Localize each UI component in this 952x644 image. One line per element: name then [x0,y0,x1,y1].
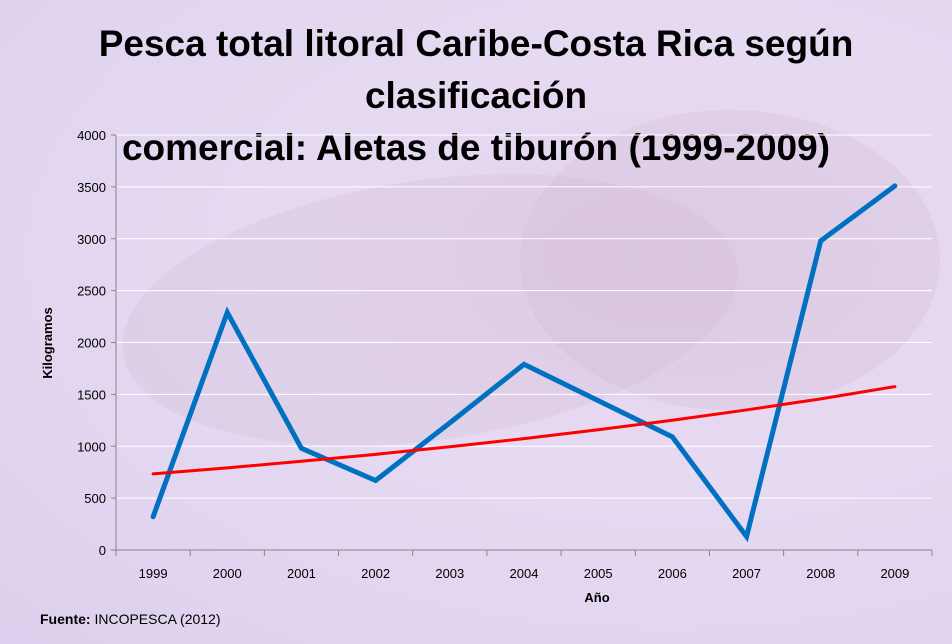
x-tick-label: 2005 [584,566,613,581]
y-tick-label: 1500 [77,387,106,402]
y-tick-label: 3500 [77,180,106,195]
gridlines [116,134,932,499]
chart-title-line-1: Pesca total litoral Caribe-Costa Rica se… [98,23,854,116]
y-tick-label: 2500 [77,284,106,299]
x-tick-label: 2003 [435,566,464,581]
x-tick-label: 1999 [139,566,168,581]
y-tick-label: 0 [99,543,106,558]
x-tick-label: 2008 [806,566,835,581]
chart-title-line-2: comercial: Aletas de tiburón (1999-2009) [121,127,831,168]
x-tick-label: 2001 [287,566,316,581]
y-tick-label: 2000 [77,336,106,351]
tick-labels: 0 500 1000 1500 2000 2500 3000 3500 4000 1999 2000… [77,128,909,581]
x-tick-label: 2006 [658,566,687,581]
x-tick-label: 2000 [213,566,242,581]
y-axis-label: Kilogramos [40,307,55,379]
x-tick-label: 2007 [732,566,761,581]
source-label: Fuente: [40,611,91,627]
y-tick-label: 4000 [77,128,106,143]
x-axis-label: Año [584,590,609,605]
x-tick-label: 2004 [510,566,539,581]
y-tick-label: 3000 [77,232,106,247]
source-note: Fuente: INCOPESCA (2012) [40,611,221,627]
x-tick-label: 2002 [361,566,390,581]
source-text: INCOPESCA (2012) [94,611,221,627]
y-tick-label: 1000 [77,439,106,454]
axes [111,134,933,556]
trendline [151,385,897,476]
chart-title: Pesca total litoral Caribe-Costa Rica se… [0,18,952,174]
y-tick-label: 500 [84,491,106,506]
series-lines [150,183,898,543]
background-shark-image-2 [520,110,940,410]
x-tick-label: 2009 [880,566,909,581]
